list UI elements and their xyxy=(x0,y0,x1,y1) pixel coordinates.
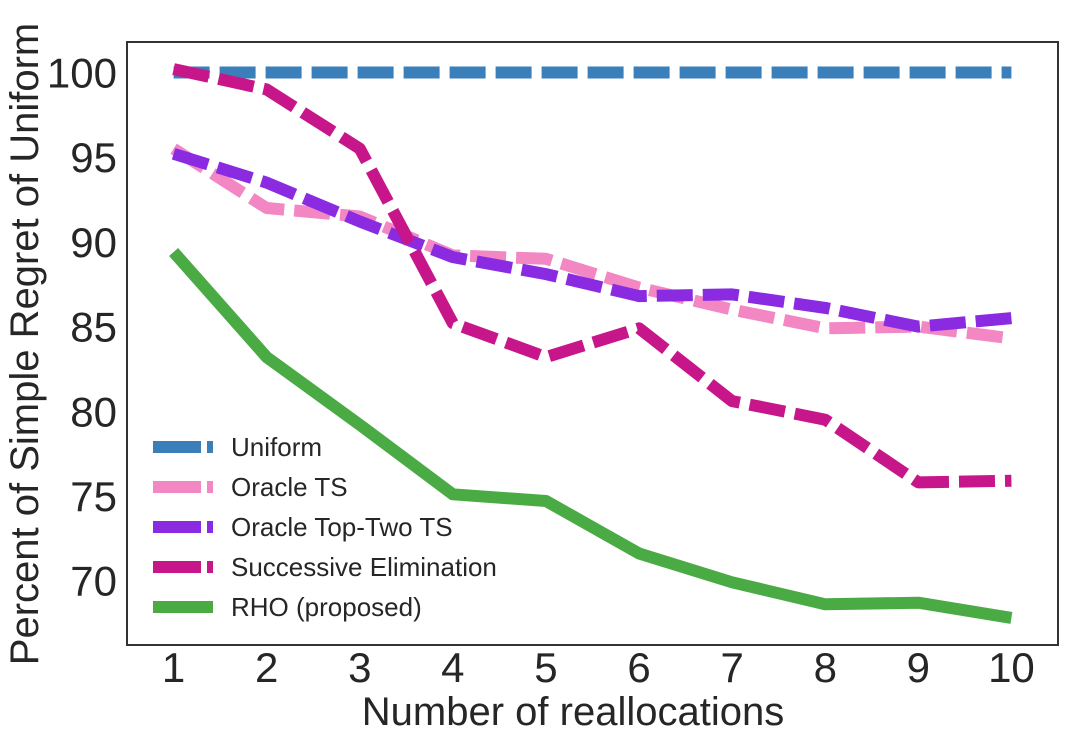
plot-frame xyxy=(126,41,1059,646)
legend: Uniform Oracle TS Oracle Top-Two TS Success… xyxy=(153,432,497,622)
x-tick-label: 1 xyxy=(162,644,185,691)
y-tick-label: 80 xyxy=(70,388,117,435)
x-tick-label: 5 xyxy=(534,644,557,691)
x-tick-label: 3 xyxy=(348,644,371,691)
legend-item: Oracle Top-Two TS xyxy=(153,512,453,542)
x-tick-label: 9 xyxy=(907,644,930,691)
legend-label: Successive Elimination xyxy=(231,552,497,582)
x-tick-label: 10 xyxy=(988,644,1035,691)
y-tick-label: 85 xyxy=(70,304,117,351)
legend-label: Oracle Top-Two TS xyxy=(231,512,453,542)
x-tick-label: 6 xyxy=(627,644,650,691)
x-tick-label: 2 xyxy=(255,644,278,691)
x-tick-labels: 1 2 3 4 5 6 7 8 9 10 xyxy=(162,644,1035,691)
y-tick-label: 95 xyxy=(70,134,117,181)
y-tick-label: 70 xyxy=(70,558,117,605)
y-tick-labels: 70 75 80 85 90 95 100 xyxy=(47,49,117,604)
x-tick-label: 4 xyxy=(441,644,464,691)
y-tick-label: 90 xyxy=(70,219,117,266)
x-axis-label: Number of reallocations xyxy=(362,690,784,734)
series-line-2 xyxy=(170,143,1013,345)
legend-item: Uniform xyxy=(153,432,322,462)
legend-label: RHO (proposed) xyxy=(231,592,422,622)
legend-label: Uniform xyxy=(231,432,322,462)
legend-item: Oracle TS xyxy=(153,472,348,502)
y-tick-label: 100 xyxy=(47,49,117,96)
legend-label: Oracle TS xyxy=(231,472,348,502)
x-tick-label: 8 xyxy=(814,644,837,691)
y-tick-label: 75 xyxy=(70,473,117,520)
series-line-4 xyxy=(172,63,1012,489)
series-line-3 xyxy=(171,148,1012,333)
series-layer xyxy=(169,63,1013,624)
series-line-5 xyxy=(169,248,1013,624)
x-tick-label: 7 xyxy=(720,644,743,691)
y-axis-label: Percent of Simple Regret of Uniform xyxy=(3,23,47,665)
legend-item: RHO (proposed) xyxy=(153,592,422,622)
legend-item: Successive Elimination xyxy=(153,552,497,582)
